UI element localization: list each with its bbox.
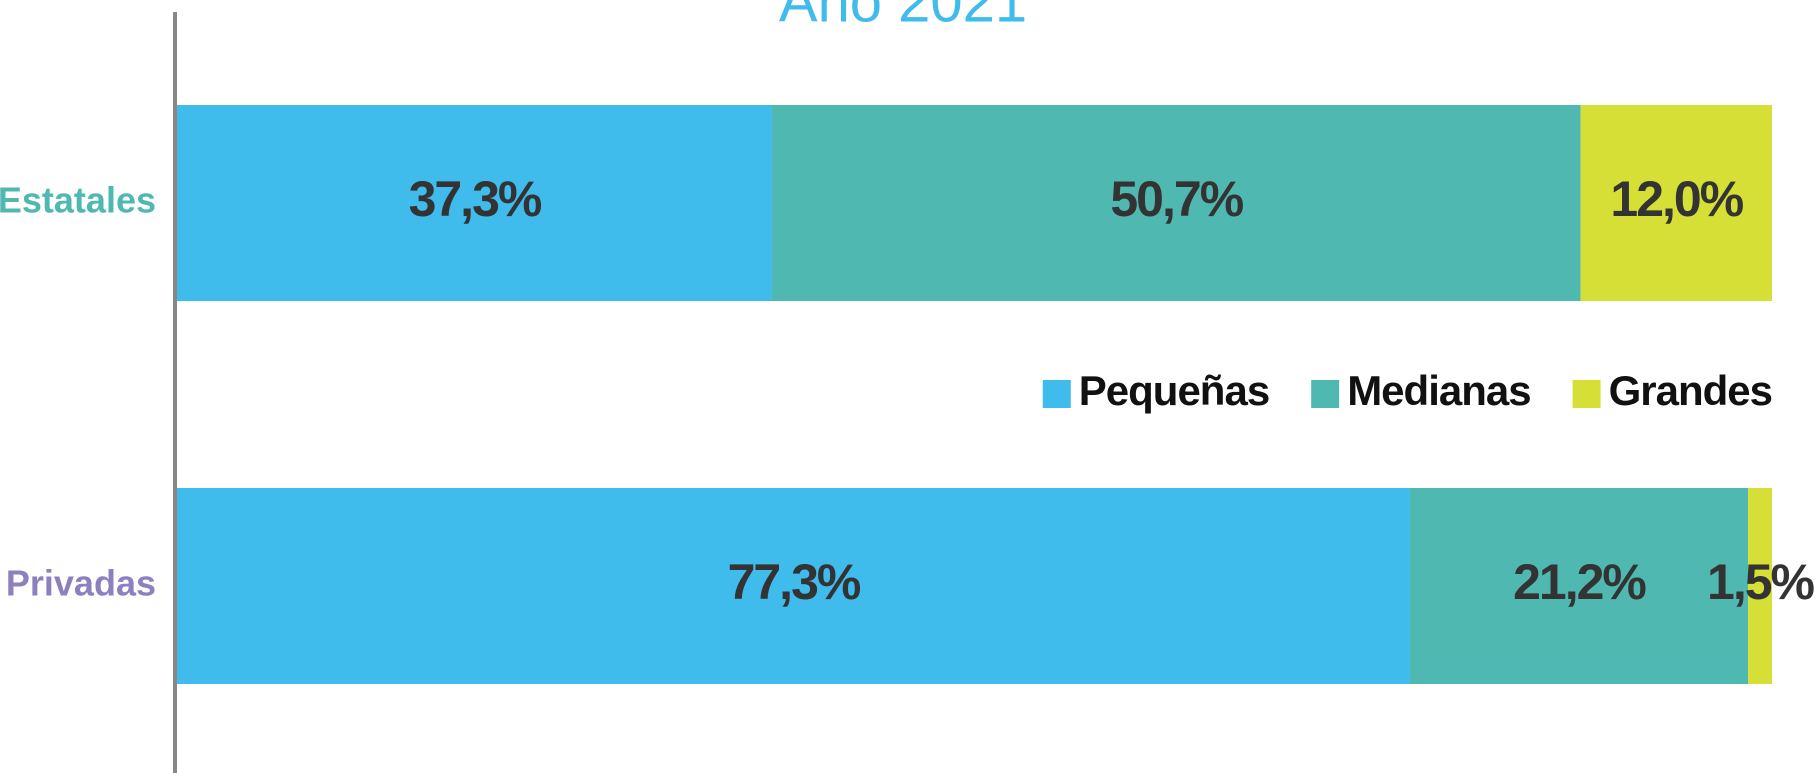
value-label: 37,3%	[409, 171, 542, 227]
legend-swatch	[1311, 380, 1340, 408]
value-label: 21,2%	[1513, 554, 1646, 610]
bar-segment	[1409, 488, 1749, 684]
bar-segment	[177, 105, 772, 301]
value-label: 77,3%	[728, 554, 861, 610]
legend-label: Medianas	[1347, 367, 1530, 414]
legend-swatch	[1572, 380, 1601, 408]
category-label: Estatales	[0, 180, 156, 221]
legend-label: Grandes	[1609, 367, 1772, 414]
category-label: Privadas	[6, 563, 156, 604]
bar-segment	[177, 488, 1410, 684]
value-label: 12,0%	[1610, 171, 1743, 227]
value-label: 50,7%	[1110, 171, 1243, 227]
bar-segment	[1748, 488, 1772, 684]
bar-segment	[771, 105, 1581, 301]
legend-label: Pequeñas	[1079, 367, 1269, 414]
value-label: 1,5%	[1707, 554, 1815, 610]
bar-segment	[1580, 105, 1772, 301]
legend-swatch	[1042, 380, 1071, 408]
chart-title: Año 2021	[779, 0, 1027, 34]
